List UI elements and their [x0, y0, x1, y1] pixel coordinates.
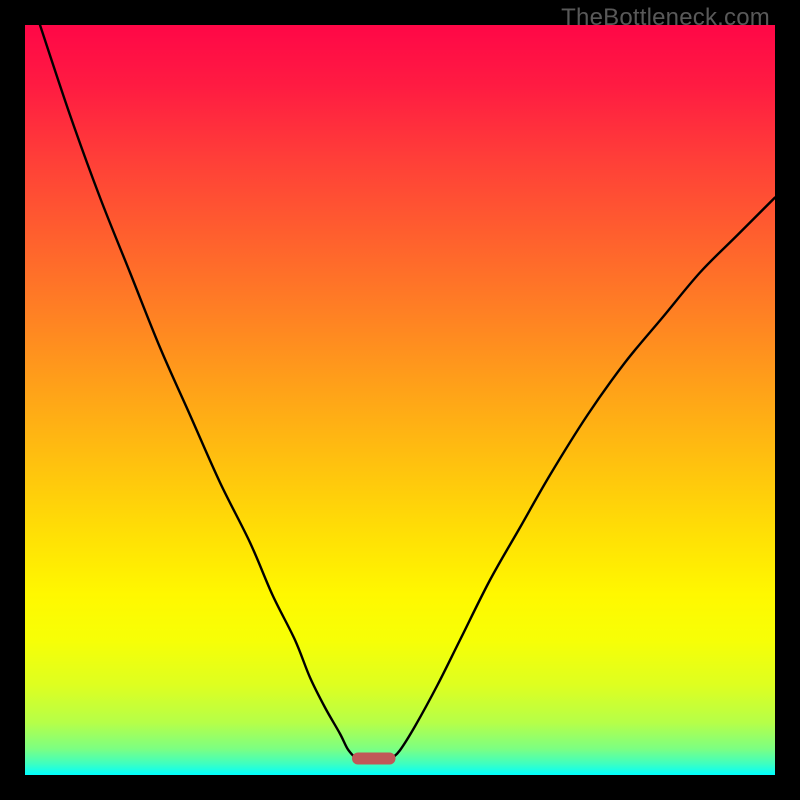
outer-frame: TheBottleneck.com [0, 0, 800, 800]
bottleneck-marker [352, 753, 396, 765]
chart-background [25, 25, 775, 775]
watermark-text: TheBottleneck.com [561, 4, 770, 32]
chart-svg [25, 25, 775, 775]
plot-area [25, 25, 775, 775]
